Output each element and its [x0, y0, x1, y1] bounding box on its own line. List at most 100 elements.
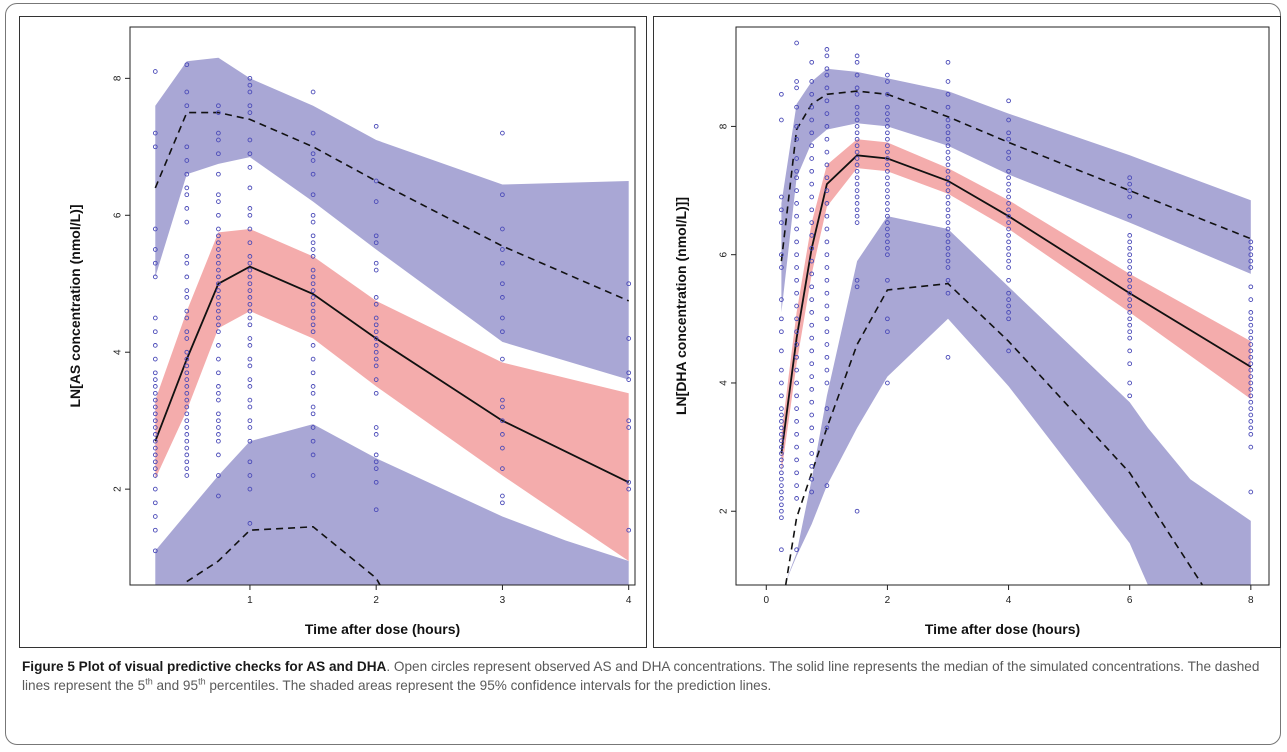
as-obs-point — [373, 199, 379, 204]
as-xtick-label: 2 — [373, 595, 379, 606]
as-obs-point — [216, 301, 221, 307]
dha-obs-point — [1006, 265, 1011, 270]
as-obs-point — [184, 411, 190, 417]
dha-obs-point — [945, 136, 951, 142]
as-band-ci_lower — [155, 424, 629, 585]
dha-obs-point — [854, 111, 860, 116]
dha-obs-point — [1248, 489, 1254, 495]
as-obs-point — [310, 343, 316, 348]
dha-obs-point — [945, 188, 951, 193]
as-ytick-label: 4 — [113, 349, 124, 355]
as-obs-point — [247, 356, 253, 362]
as-obs-point — [373, 363, 379, 369]
dha-obs-point — [809, 245, 815, 251]
as-obs-point — [500, 397, 505, 403]
as-obs-point — [152, 432, 158, 437]
dha-obs-point — [824, 425, 830, 431]
dha-obs-point — [809, 284, 815, 290]
dha-obs-point — [885, 124, 890, 129]
dha-plot-border — [735, 26, 1270, 586]
as-obs-point — [500, 295, 505, 300]
dha-obs-point — [824, 252, 830, 258]
dha-obs-point — [824, 380, 830, 386]
dha-obs-point — [794, 252, 799, 258]
dha-obs-point — [824, 85, 830, 91]
dha-obs-point — [1006, 181, 1011, 187]
as-obs-point — [152, 411, 158, 417]
as-obs-point — [373, 260, 379, 266]
as-obs-point — [152, 452, 158, 458]
dha-obs-point — [794, 406, 799, 411]
dha-obs-point — [809, 117, 815, 123]
dha-obs-point — [824, 483, 830, 488]
dha-obs-point — [809, 322, 815, 328]
dha-obs-point — [779, 451, 784, 456]
as-obs-point — [184, 103, 190, 109]
dha-obs-point — [824, 303, 830, 309]
dha-obs-point — [779, 489, 784, 495]
as-obs-point — [184, 404, 190, 410]
dha-obs-point — [809, 489, 815, 495]
dha-obs-point — [1006, 290, 1011, 296]
as-obs-point — [216, 473, 221, 478]
dha-obs-point — [1006, 213, 1011, 219]
dha-obs-point — [854, 72, 860, 78]
dha-obs-point — [779, 457, 784, 463]
as-obs-point — [247, 418, 253, 424]
as-obs-point — [310, 130, 316, 136]
dha-obs-point — [794, 136, 799, 142]
as-obs-point — [184, 185, 190, 191]
as-obs-point — [310, 267, 316, 273]
dha-obs-point — [779, 329, 784, 335]
as-obs-point — [310, 288, 316, 293]
dha-obs-point — [885, 181, 890, 187]
as-x-axis-label: Time after dose (hours) — [305, 621, 460, 637]
as-ytick-label: 8 — [113, 75, 124, 81]
as-obs-point — [216, 452, 221, 458]
dha-obs-point — [824, 226, 830, 232]
as-obs-point — [373, 315, 379, 321]
dha-obs-point — [885, 329, 890, 335]
dha-obs-point — [824, 367, 830, 373]
dha-obs-point — [885, 188, 890, 193]
as-obs-point — [216, 438, 221, 444]
dha-obs-point — [854, 213, 860, 219]
as-obs-point — [152, 425, 158, 430]
dha-ytick-label: 8 — [719, 123, 730, 129]
as-obs-point — [373, 301, 379, 307]
dha-obs-point — [794, 156, 799, 161]
dha-obs-point — [945, 265, 951, 270]
dha-obs-point — [824, 290, 830, 296]
dha-obs-point — [854, 175, 860, 181]
dha-obs-point — [779, 515, 784, 521]
dha-obs-point — [779, 220, 784, 225]
dha-obs-point — [1248, 239, 1254, 245]
dha-obs-point — [809, 335, 815, 341]
dha-obs-point — [809, 181, 815, 187]
as-obs-point — [184, 308, 190, 314]
as-obs-point — [247, 288, 253, 293]
dha-obs-point — [1248, 245, 1254, 251]
as-obs-point — [247, 308, 253, 314]
dha-obs-point — [885, 91, 890, 97]
dha-plot-area — [779, 40, 1254, 585]
as-obs-point — [373, 336, 379, 341]
as-obs-point — [500, 226, 505, 232]
dha-obs-point — [1006, 98, 1011, 104]
dha-obs-point — [794, 188, 799, 193]
dha-obs-point — [779, 348, 784, 354]
dha-obs-point — [824, 188, 830, 193]
as-obs-point — [216, 267, 221, 273]
as-obs-point — [247, 240, 253, 246]
dha-obs-point — [824, 72, 830, 78]
as-obs-point — [310, 254, 316, 259]
as-obs-point — [373, 178, 379, 184]
dha-obs-point — [809, 374, 815, 379]
as-obs-point — [373, 349, 379, 355]
as-obs-point — [152, 315, 158, 321]
as-ytick-label: 2 — [113, 486, 124, 492]
dha-obs-point — [809, 463, 815, 469]
dha-obs-point — [1127, 290, 1133, 296]
dha-obs-point — [945, 201, 951, 206]
as-obs-point — [500, 445, 505, 451]
